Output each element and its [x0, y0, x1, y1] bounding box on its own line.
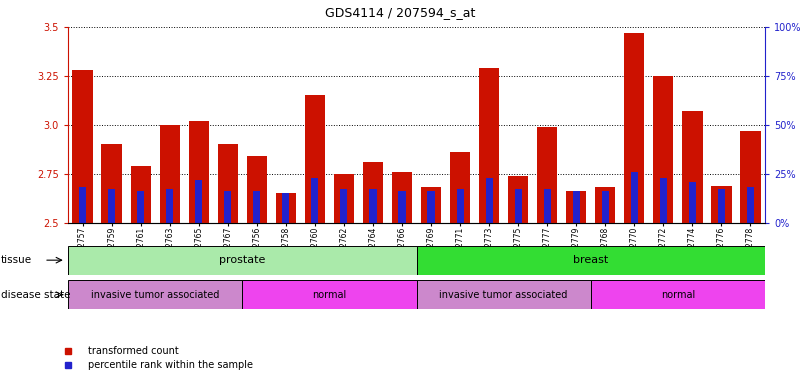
Bar — [398, 191, 405, 223]
Text: GDS4114 / 207594_s_at: GDS4114 / 207594_s_at — [325, 6, 476, 19]
Bar — [602, 191, 609, 223]
Bar — [537, 127, 557, 223]
Bar — [334, 174, 354, 223]
Bar — [218, 144, 238, 223]
Bar — [689, 182, 696, 223]
Bar — [417, 246, 765, 275]
Bar — [740, 131, 761, 223]
Bar — [682, 111, 702, 223]
Text: percentile rank within the sample: percentile rank within the sample — [88, 360, 253, 370]
Text: invasive tumor associated: invasive tumor associated — [91, 290, 219, 300]
Bar — [479, 68, 499, 223]
Bar — [137, 191, 144, 223]
Text: prostate: prostate — [219, 255, 265, 265]
Bar — [102, 144, 122, 223]
Bar — [363, 162, 383, 223]
Bar — [242, 280, 417, 309]
Bar — [711, 185, 731, 223]
Text: transformed count: transformed count — [88, 346, 179, 356]
Bar — [421, 187, 441, 223]
Bar — [253, 191, 260, 223]
Bar — [428, 191, 435, 223]
Bar — [79, 187, 87, 223]
Bar — [747, 187, 754, 223]
Bar — [159, 125, 180, 223]
Bar — [188, 121, 209, 223]
Text: normal: normal — [312, 290, 347, 300]
Bar — [595, 187, 615, 223]
Bar — [630, 172, 638, 223]
Text: disease state: disease state — [1, 290, 70, 300]
Bar — [340, 189, 348, 223]
Bar — [624, 33, 645, 223]
Bar — [508, 176, 529, 223]
Bar — [195, 180, 203, 223]
Bar — [247, 156, 267, 223]
Bar — [450, 152, 470, 223]
Bar — [304, 96, 325, 223]
Bar — [276, 194, 296, 223]
Bar — [544, 189, 551, 223]
Bar — [392, 172, 413, 223]
Bar — [718, 189, 725, 223]
Bar — [224, 191, 231, 223]
Bar — [282, 194, 289, 223]
Bar — [131, 166, 151, 223]
Bar — [68, 246, 417, 275]
Text: tissue: tissue — [1, 255, 32, 265]
Bar — [166, 189, 173, 223]
Bar — [573, 191, 580, 223]
Bar — [660, 178, 667, 223]
Bar — [312, 178, 319, 223]
Bar — [590, 280, 765, 309]
Text: normal: normal — [661, 290, 695, 300]
Bar — [653, 76, 674, 223]
Bar — [369, 189, 376, 223]
Bar — [417, 280, 590, 309]
Bar — [485, 178, 493, 223]
Bar — [72, 70, 93, 223]
Text: breast: breast — [573, 255, 609, 265]
Bar — [457, 189, 464, 223]
Bar — [108, 189, 115, 223]
Bar — [566, 191, 586, 223]
Bar — [68, 280, 242, 309]
Bar — [514, 189, 521, 223]
Text: invasive tumor associated: invasive tumor associated — [440, 290, 568, 300]
